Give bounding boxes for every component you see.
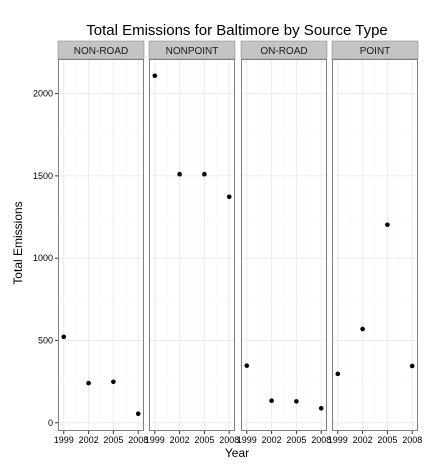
data-point xyxy=(335,371,341,377)
facet-strip-label: NONPOINT xyxy=(166,46,219,57)
y-axis: 0 500 1000 1500 2000 xyxy=(33,89,58,428)
x-tick-label: 2008 xyxy=(402,435,422,445)
data-point xyxy=(61,334,67,340)
panel-border xyxy=(241,59,327,431)
data-point xyxy=(111,379,116,385)
facet-strip-label: POINT xyxy=(360,46,391,57)
y-tick-label: 500 xyxy=(38,335,53,345)
facet-panel: NON-ROAD 1999 2002 2005 2008 xyxy=(54,40,148,445)
panel-border xyxy=(58,59,144,431)
facet-strip xyxy=(148,40,236,60)
x-tick-label: 2005 xyxy=(103,435,123,445)
facet-panel: ON-ROAD 1999 2002 2005 2008 xyxy=(237,40,331,445)
facet-strip xyxy=(57,40,145,60)
data-point xyxy=(135,411,141,417)
x-tick-label: 2005 xyxy=(286,435,306,445)
data-point xyxy=(294,399,299,404)
facet-strip-label: ON-ROAD xyxy=(260,46,307,57)
data-point xyxy=(202,171,207,177)
facet-strip-label: NON-ROAD xyxy=(74,46,128,57)
chart-title: Total Emissions for Baltimore by Source … xyxy=(86,22,388,39)
panel-border xyxy=(149,59,235,431)
y-axis-title: Total Emissions xyxy=(11,201,25,284)
facet-panel: NONPOINT 1999 2002 2005 2008 xyxy=(145,40,239,445)
x-tick-label: 2008 xyxy=(311,435,331,445)
x-tick-label: 2005 xyxy=(194,435,214,445)
data-point xyxy=(269,398,274,404)
panel-border xyxy=(332,59,418,431)
x-tick-label: 2002 xyxy=(353,435,373,445)
facet-panels: NON-ROAD 1999 2002 2005 2008 NONPOINT 1999 2002… xyxy=(54,40,422,445)
data-point xyxy=(86,380,91,386)
facet-panel: POINT 1999 2002 2005 2008 xyxy=(328,40,422,445)
x-tick-label: 1999 xyxy=(328,435,348,445)
y-tick-label: 1000 xyxy=(33,253,53,263)
facet-strip xyxy=(240,40,328,60)
data-point xyxy=(409,363,415,369)
data-point xyxy=(226,194,232,200)
x-tick-label: 2008 xyxy=(128,435,148,445)
x-tick-label: 1999 xyxy=(145,435,165,445)
x-tick-label: 2002 xyxy=(262,435,282,445)
data-point xyxy=(152,73,158,79)
x-tick-label: 2008 xyxy=(219,435,239,445)
x-tick-label: 2002 xyxy=(170,435,190,445)
y-tick-label: 2000 xyxy=(33,89,53,99)
data-point xyxy=(177,171,182,177)
x-axis-title: Year xyxy=(225,446,249,460)
x-tick-label: 1999 xyxy=(54,435,74,445)
facet-strip xyxy=(331,40,419,60)
data-point xyxy=(360,326,365,332)
y-tick-label: 0 xyxy=(48,418,53,428)
x-tick-label: 1999 xyxy=(237,435,257,445)
x-tick-label: 2002 xyxy=(79,435,99,445)
x-tick-label: 2005 xyxy=(377,435,397,445)
data-point xyxy=(385,222,390,228)
y-tick-label: 1500 xyxy=(33,171,53,181)
data-point xyxy=(244,363,250,368)
data-point xyxy=(318,405,324,411)
